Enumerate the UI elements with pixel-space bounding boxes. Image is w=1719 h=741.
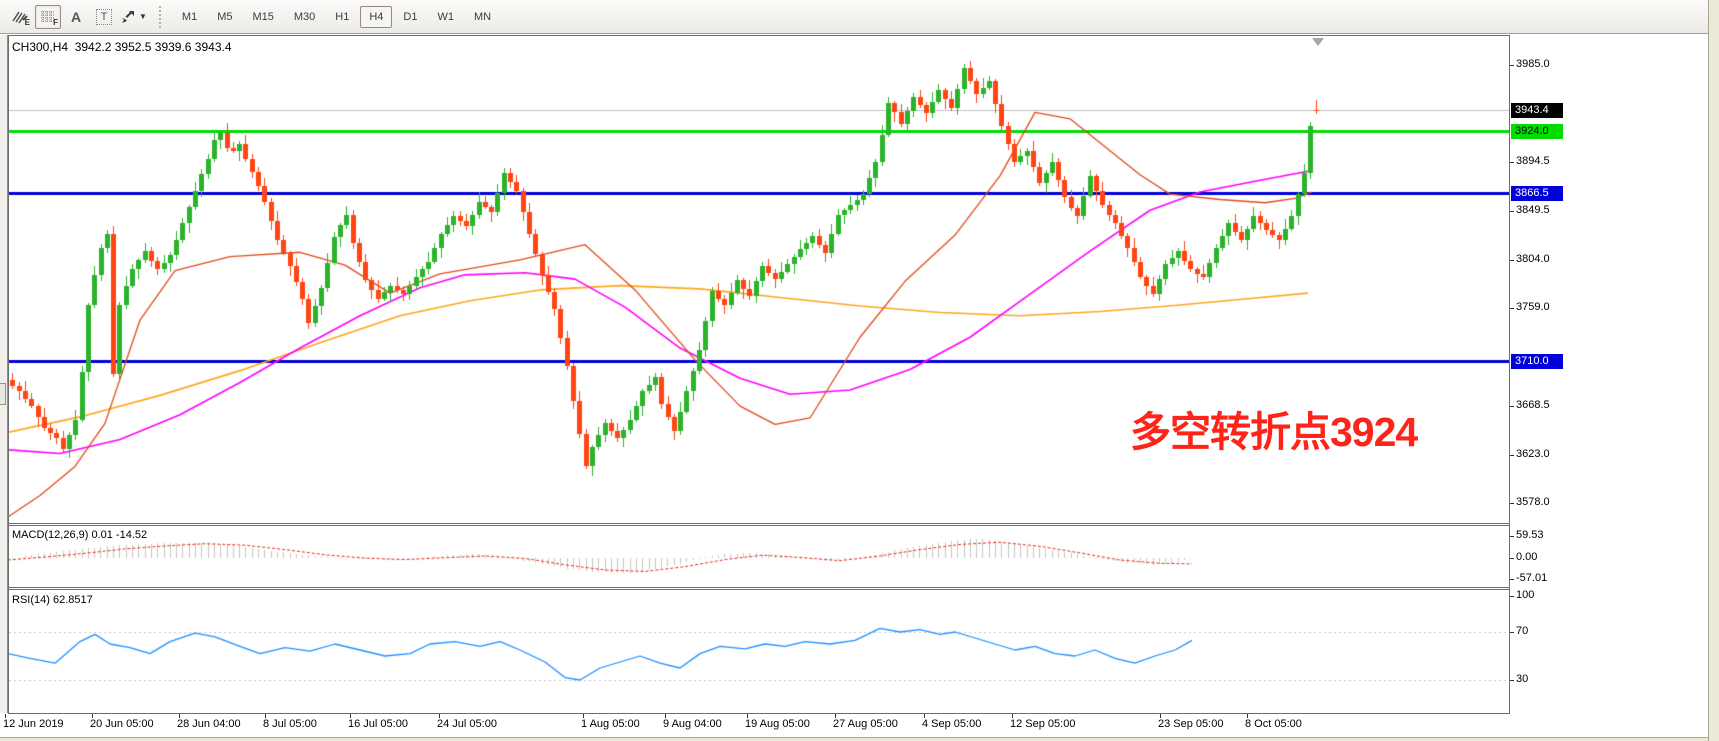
y-tick-mark <box>1510 406 1514 407</box>
timeframe-button-h4[interactable]: H4 <box>360 5 393 28</box>
y-tick-mark <box>1510 579 1514 580</box>
timeframe-button-m30[interactable]: M30 <box>293 10 316 23</box>
price-level-badge: 3943.4 <box>1511 103 1563 118</box>
indicators-icon[interactable]: E <box>7 5 33 29</box>
symbol-ohlc-header: CH300,H4 3942.2 3952.5 3939.6 3943.4 <box>12 40 232 54</box>
y-tick-mark <box>1510 632 1514 633</box>
y-tick-mark <box>1510 211 1514 212</box>
y-tick-mark <box>1510 308 1514 309</box>
macd-indicator-chart[interactable] <box>9 526 1509 587</box>
x-tick-mark <box>924 714 925 718</box>
object-arrows-icon[interactable]: ▼ <box>119 5 148 29</box>
annotation-text: 多空转折点3924 <box>1130 409 1418 455</box>
x-tick-mark <box>1247 714 1248 718</box>
x-tick-mark <box>5 714 6 718</box>
textbox-icon[interactable]: T <box>91 5 117 29</box>
rsi-indicator-chart[interactable] <box>9 590 1509 713</box>
timeframe-button-d1[interactable]: D1 <box>403 10 418 23</box>
y-tick-mark <box>1510 65 1514 66</box>
plot-left-border <box>8 35 9 714</box>
main-price-chart[interactable] <box>9 36 1509 523</box>
price-tick-label: 3578.0 <box>1516 496 1550 508</box>
x-axis-label: 4 Sep 05:00 <box>922 718 982 730</box>
x-axis-label: 23 Sep 05:00 <box>1158 718 1224 730</box>
x-tick-mark <box>92 714 93 718</box>
y-tick-mark <box>1510 596 1514 597</box>
panel-splitter-handle[interactable] <box>0 383 6 405</box>
macd-scale-label: -57.01 <box>1516 572 1548 584</box>
price-level-badge: 3866.5 <box>1511 186 1563 201</box>
rsi-scale-label: 70 <box>1516 625 1529 637</box>
x-tick-mark <box>583 714 584 718</box>
price-tick-label: 3623.0 <box>1516 448 1550 460</box>
macd-scale-label: 0.00 <box>1516 551 1538 563</box>
price-tick-label: 3668.5 <box>1516 399 1550 411</box>
splitter-rsi-bottom[interactable] <box>8 589 1510 590</box>
y-tick-mark <box>1510 536 1514 537</box>
timeframe-button-h1[interactable]: H1 <box>335 10 350 23</box>
timeframe-button-mn[interactable]: MN <box>473 10 492 23</box>
price-level-badge: 3924.0 <box>1511 124 1563 139</box>
grid-icon[interactable]: F <box>35 4 61 29</box>
price-tick-label: 3849.5 <box>1516 204 1550 216</box>
macd-scale-label: 59.53 <box>1516 529 1544 541</box>
rsi-scale-label: 100 <box>1516 589 1535 601</box>
x-axis-label: 12 Jun 2019 <box>3 718 64 730</box>
x-tick-mark <box>835 714 836 718</box>
x-tick-mark <box>665 714 666 718</box>
y-tick-mark <box>1510 455 1514 456</box>
splitter-rsi-top[interactable] <box>8 587 1510 588</box>
macd-header: MACD(12,26,9) 0.01 -14.52 <box>12 529 148 541</box>
text-label-icon[interactable]: A <box>70 8 82 25</box>
rsi-bottom-border <box>8 713 1510 714</box>
y-tick-mark <box>1510 558 1514 559</box>
toolbar-tools: E F A T ▼ <box>6 4 149 29</box>
price-level-badge: 3710.0 <box>1511 354 1563 369</box>
price-tick-label: 3804.0 <box>1516 253 1550 265</box>
left-frame <box>0 35 8 713</box>
timeframe-button-m5[interactable]: M5 <box>217 10 233 23</box>
window-right-edge <box>1708 0 1719 741</box>
timeframe-button-w1[interactable]: W1 <box>437 10 454 23</box>
y-tick-mark <box>1510 162 1514 163</box>
rsi-header: RSI(14) 62.8517 <box>12 594 93 606</box>
splitter-macd-top[interactable] <box>8 523 1510 524</box>
y-tick-mark <box>1510 503 1514 504</box>
x-tick-mark <box>265 714 266 718</box>
x-tick-mark <box>1160 714 1161 718</box>
rsi-scale-label: 30 <box>1516 673 1529 685</box>
x-tick-mark <box>747 714 748 718</box>
x-axis-label: 28 Jun 04:00 <box>177 718 241 730</box>
splitter-macd-bottom[interactable] <box>8 525 1510 526</box>
x-axis-label: 8 Oct 05:00 <box>1245 718 1302 730</box>
timeframe-button-m1[interactable]: M1 <box>181 10 198 23</box>
x-axis-label: 27 Aug 05:00 <box>833 718 898 730</box>
price-tick-label: 3894.5 <box>1516 155 1550 167</box>
price-tick-label: 3759.0 <box>1516 301 1550 313</box>
y-tick-mark <box>1510 680 1514 681</box>
timeframe-bar: M1 M5 M15 M30 H1 H4 D1 W1 MN <box>172 5 501 28</box>
price-tick-label: 3985.0 <box>1516 58 1550 70</box>
window-bottom-edge <box>0 737 1708 741</box>
x-tick-mark <box>1012 714 1013 718</box>
toolbar: E F A T ▼ M1 M5 M15 M30 H1 H4 D1 W1 MN <box>0 0 1719 34</box>
x-axis-label: 8 Jul 05:00 <box>263 718 317 730</box>
x-axis-label: 20 Jun 05:00 <box>90 718 154 730</box>
x-axis-label: 12 Sep 05:00 <box>1010 718 1076 730</box>
y-tick-mark <box>1510 260 1514 261</box>
x-tick-mark <box>179 714 180 718</box>
x-axis-label: 1 Aug 05:00 <box>581 718 640 730</box>
x-axis-label: 24 Jul 05:00 <box>437 718 497 730</box>
plot-right-border <box>1509 35 1510 714</box>
x-axis-label: 9 Aug 04:00 <box>663 718 722 730</box>
timeframe-button-m15[interactable]: M15 <box>252 10 274 23</box>
x-tick-mark <box>350 714 351 718</box>
x-axis-label: 19 Aug 05:00 <box>745 718 810 730</box>
x-tick-mark <box>439 714 440 718</box>
scroll-to-end-marker-icon[interactable] <box>1312 38 1324 46</box>
main-panel-top-border <box>8 35 1510 36</box>
x-axis-label: 16 Jul 05:00 <box>348 718 408 730</box>
toolbar-gripper <box>158 5 166 28</box>
